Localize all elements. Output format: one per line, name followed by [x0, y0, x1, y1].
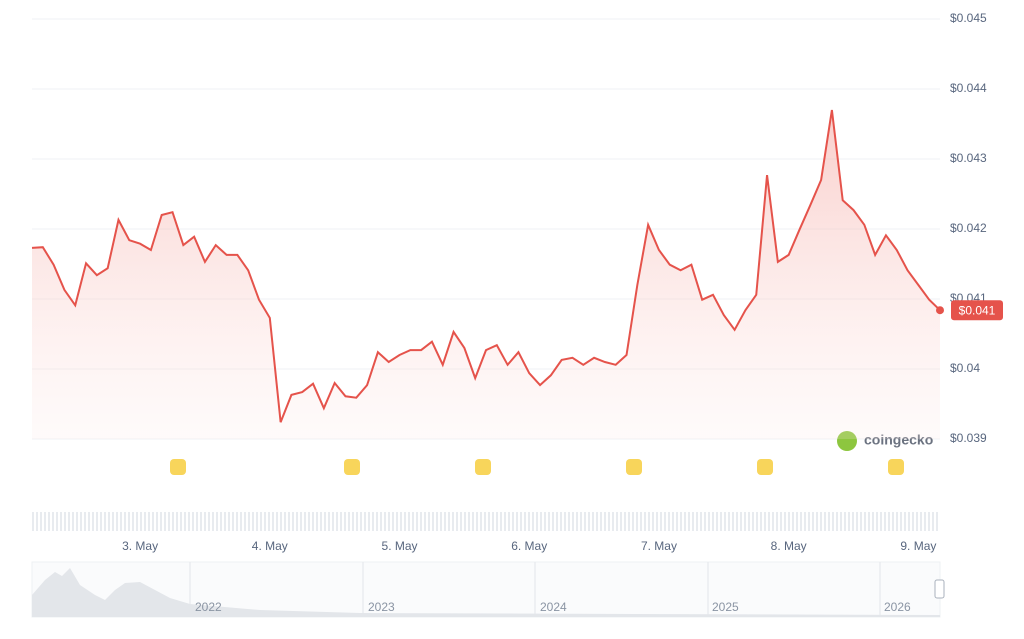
area [32, 110, 940, 439]
x-tick-label: 4. May [252, 539, 288, 553]
y-tick-label: $0.044 [950, 81, 987, 95]
price-line [31, 109, 941, 423]
price-label-box [951, 300, 1003, 321]
price-label: $0.041 [959, 303, 996, 317]
x-tick-label: 7. May [641, 539, 677, 553]
event-icons [170, 459, 904, 475]
navigator-label: 2026 [884, 600, 911, 614]
volume-bars [32, 512, 940, 531]
navigator-label: 2025 [712, 600, 739, 614]
x-tick-label: 3. May [122, 539, 158, 553]
y-tick-label: $0.039 [950, 431, 987, 445]
y-tick-label: $0.04 [950, 361, 980, 375]
x-tick-label: 5. May [382, 539, 418, 553]
x-tick-label: 8. May [771, 539, 807, 553]
x-tick-label: 6. May [511, 539, 547, 553]
y-tick-label: $0.045 [950, 11, 987, 25]
x-tick-label: 9. May [900, 539, 936, 553]
navigator [31, 561, 945, 618]
y-tick-label: $0.043 [950, 151, 987, 165]
y-tick-label: $0.042 [950, 221, 987, 235]
navigator-label: 2023 [368, 600, 395, 614]
last-point [936, 306, 944, 315]
navigator-label: 2024 [540, 600, 567, 614]
navigator-label: 2022 [195, 600, 222, 614]
